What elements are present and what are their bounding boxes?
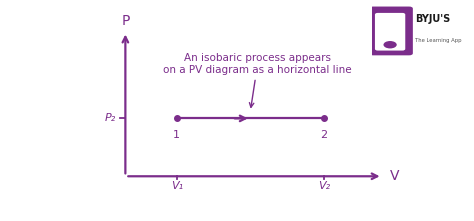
Text: BYJU'S: BYJU'S: [415, 14, 450, 24]
Text: 1: 1: [173, 130, 180, 140]
Text: 2: 2: [320, 130, 328, 140]
Text: An isobaric process appears
on a PV diagram as a horizontal line: An isobaric process appears on a PV diag…: [164, 53, 352, 107]
FancyBboxPatch shape: [372, 4, 467, 57]
Circle shape: [383, 41, 397, 48]
Text: P: P: [121, 14, 129, 28]
FancyBboxPatch shape: [369, 7, 413, 55]
Text: V₁: V₁: [171, 181, 183, 191]
Text: V: V: [390, 169, 400, 183]
FancyBboxPatch shape: [375, 13, 405, 51]
Text: P₂: P₂: [105, 113, 116, 123]
Text: V₂: V₂: [318, 181, 330, 191]
Text: The Learning App: The Learning App: [415, 38, 461, 43]
